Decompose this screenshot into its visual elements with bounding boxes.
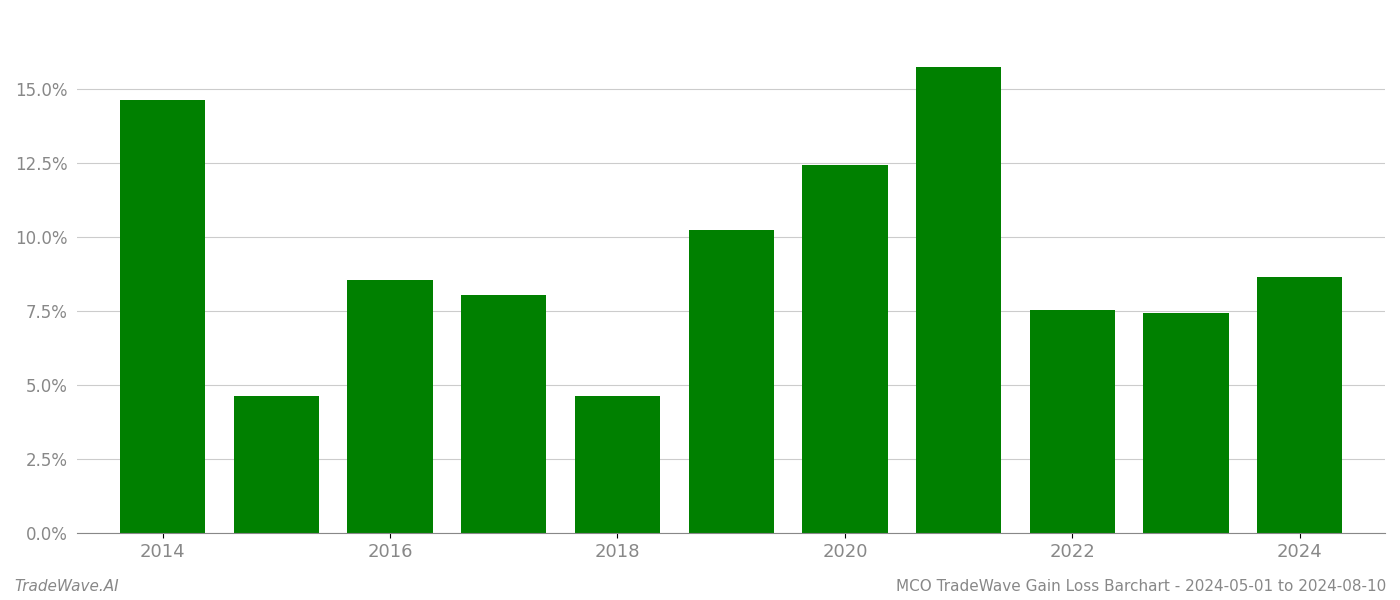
Bar (120, 100, 206, 533)
Text: MCO TradeWave Gain Loss Barchart - 2024-05-01 to 2024-08-10: MCO TradeWave Gain Loss Barchart - 2024-… (896, 579, 1386, 594)
Bar (234, 395, 319, 533)
Bar (802, 164, 888, 533)
Bar (1144, 313, 1229, 533)
Text: TradeWave.AI: TradeWave.AI (14, 579, 119, 594)
Bar (916, 67, 1001, 533)
Bar (575, 395, 661, 533)
Bar (347, 280, 433, 533)
Bar (1029, 310, 1114, 533)
Bar (689, 230, 774, 533)
Bar (461, 295, 546, 533)
Bar (1257, 277, 1343, 533)
